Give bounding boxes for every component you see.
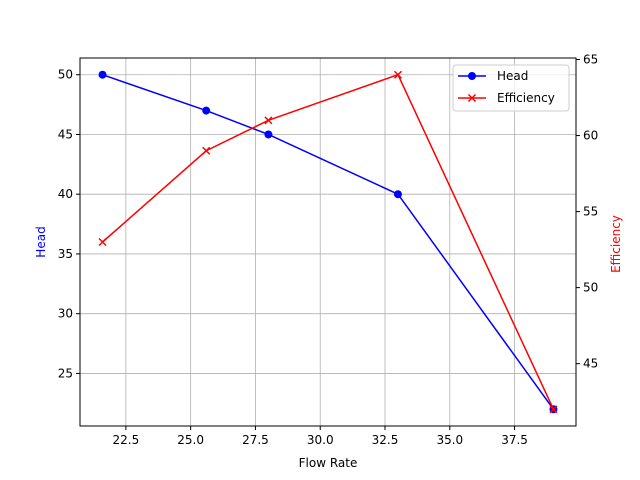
left-tick-label: 35	[58, 247, 73, 261]
head-point	[264, 130, 273, 139]
legend: Head Efficiency	[452, 64, 570, 112]
head-line	[102, 74, 555, 410]
left-tick-label: 40	[58, 187, 73, 201]
x-tick-label: 35.0	[436, 433, 463, 447]
x-axis-label: Flow Rate	[299, 456, 358, 470]
x-tick-label: 30.0	[307, 433, 334, 447]
left-tick-label: 50	[58, 68, 73, 82]
x-tick-label: 25.0	[177, 433, 204, 447]
x-tick-label: 37.5	[501, 433, 528, 447]
right-tick-label: 50	[583, 281, 598, 295]
right-tick-label: 60	[583, 129, 598, 143]
efficiency-point	[264, 116, 273, 125]
efficiency-point	[549, 405, 558, 414]
plot-frame	[79, 57, 577, 427]
grid	[80, 58, 576, 426]
head-point	[393, 190, 402, 199]
head-point	[98, 70, 107, 79]
right-tick-label: 65	[583, 53, 598, 67]
x-tick-label: 27.5	[242, 433, 269, 447]
series-lines	[98, 70, 558, 414]
head-point	[202, 106, 211, 115]
right-axis-ticks: 45 50 55 60 65	[576, 53, 598, 371]
left-axis-label: Head	[34, 226, 48, 257]
legend-head-label: Head	[497, 69, 528, 83]
right-axis-label: Efficiency	[609, 215, 623, 273]
legend-efficiency-label: Efficiency	[497, 91, 555, 105]
legend-efficiency-marker	[467, 93, 477, 103]
efficiency-point	[202, 146, 211, 155]
left-tick-label: 25	[58, 366, 73, 380]
x-tick-label: 22.5	[113, 433, 140, 447]
left-tick-label: 45	[58, 127, 73, 141]
x-axis-ticks: 22.5 25.0 27.5 30.0 32.5 35.0 37.5	[113, 426, 528, 447]
x-tick-label: 32.5	[372, 433, 399, 447]
efficiency-line	[102, 73, 555, 410]
left-axis-ticks: 25 30 35 40 45 50	[58, 68, 80, 380]
right-tick-label: 55	[583, 205, 598, 219]
left-tick-label: 30	[58, 307, 73, 321]
efficiency-point	[393, 70, 402, 79]
right-tick-label: 45	[583, 357, 598, 371]
legend-head-marker	[468, 72, 476, 80]
efficiency-point	[98, 237, 107, 247]
